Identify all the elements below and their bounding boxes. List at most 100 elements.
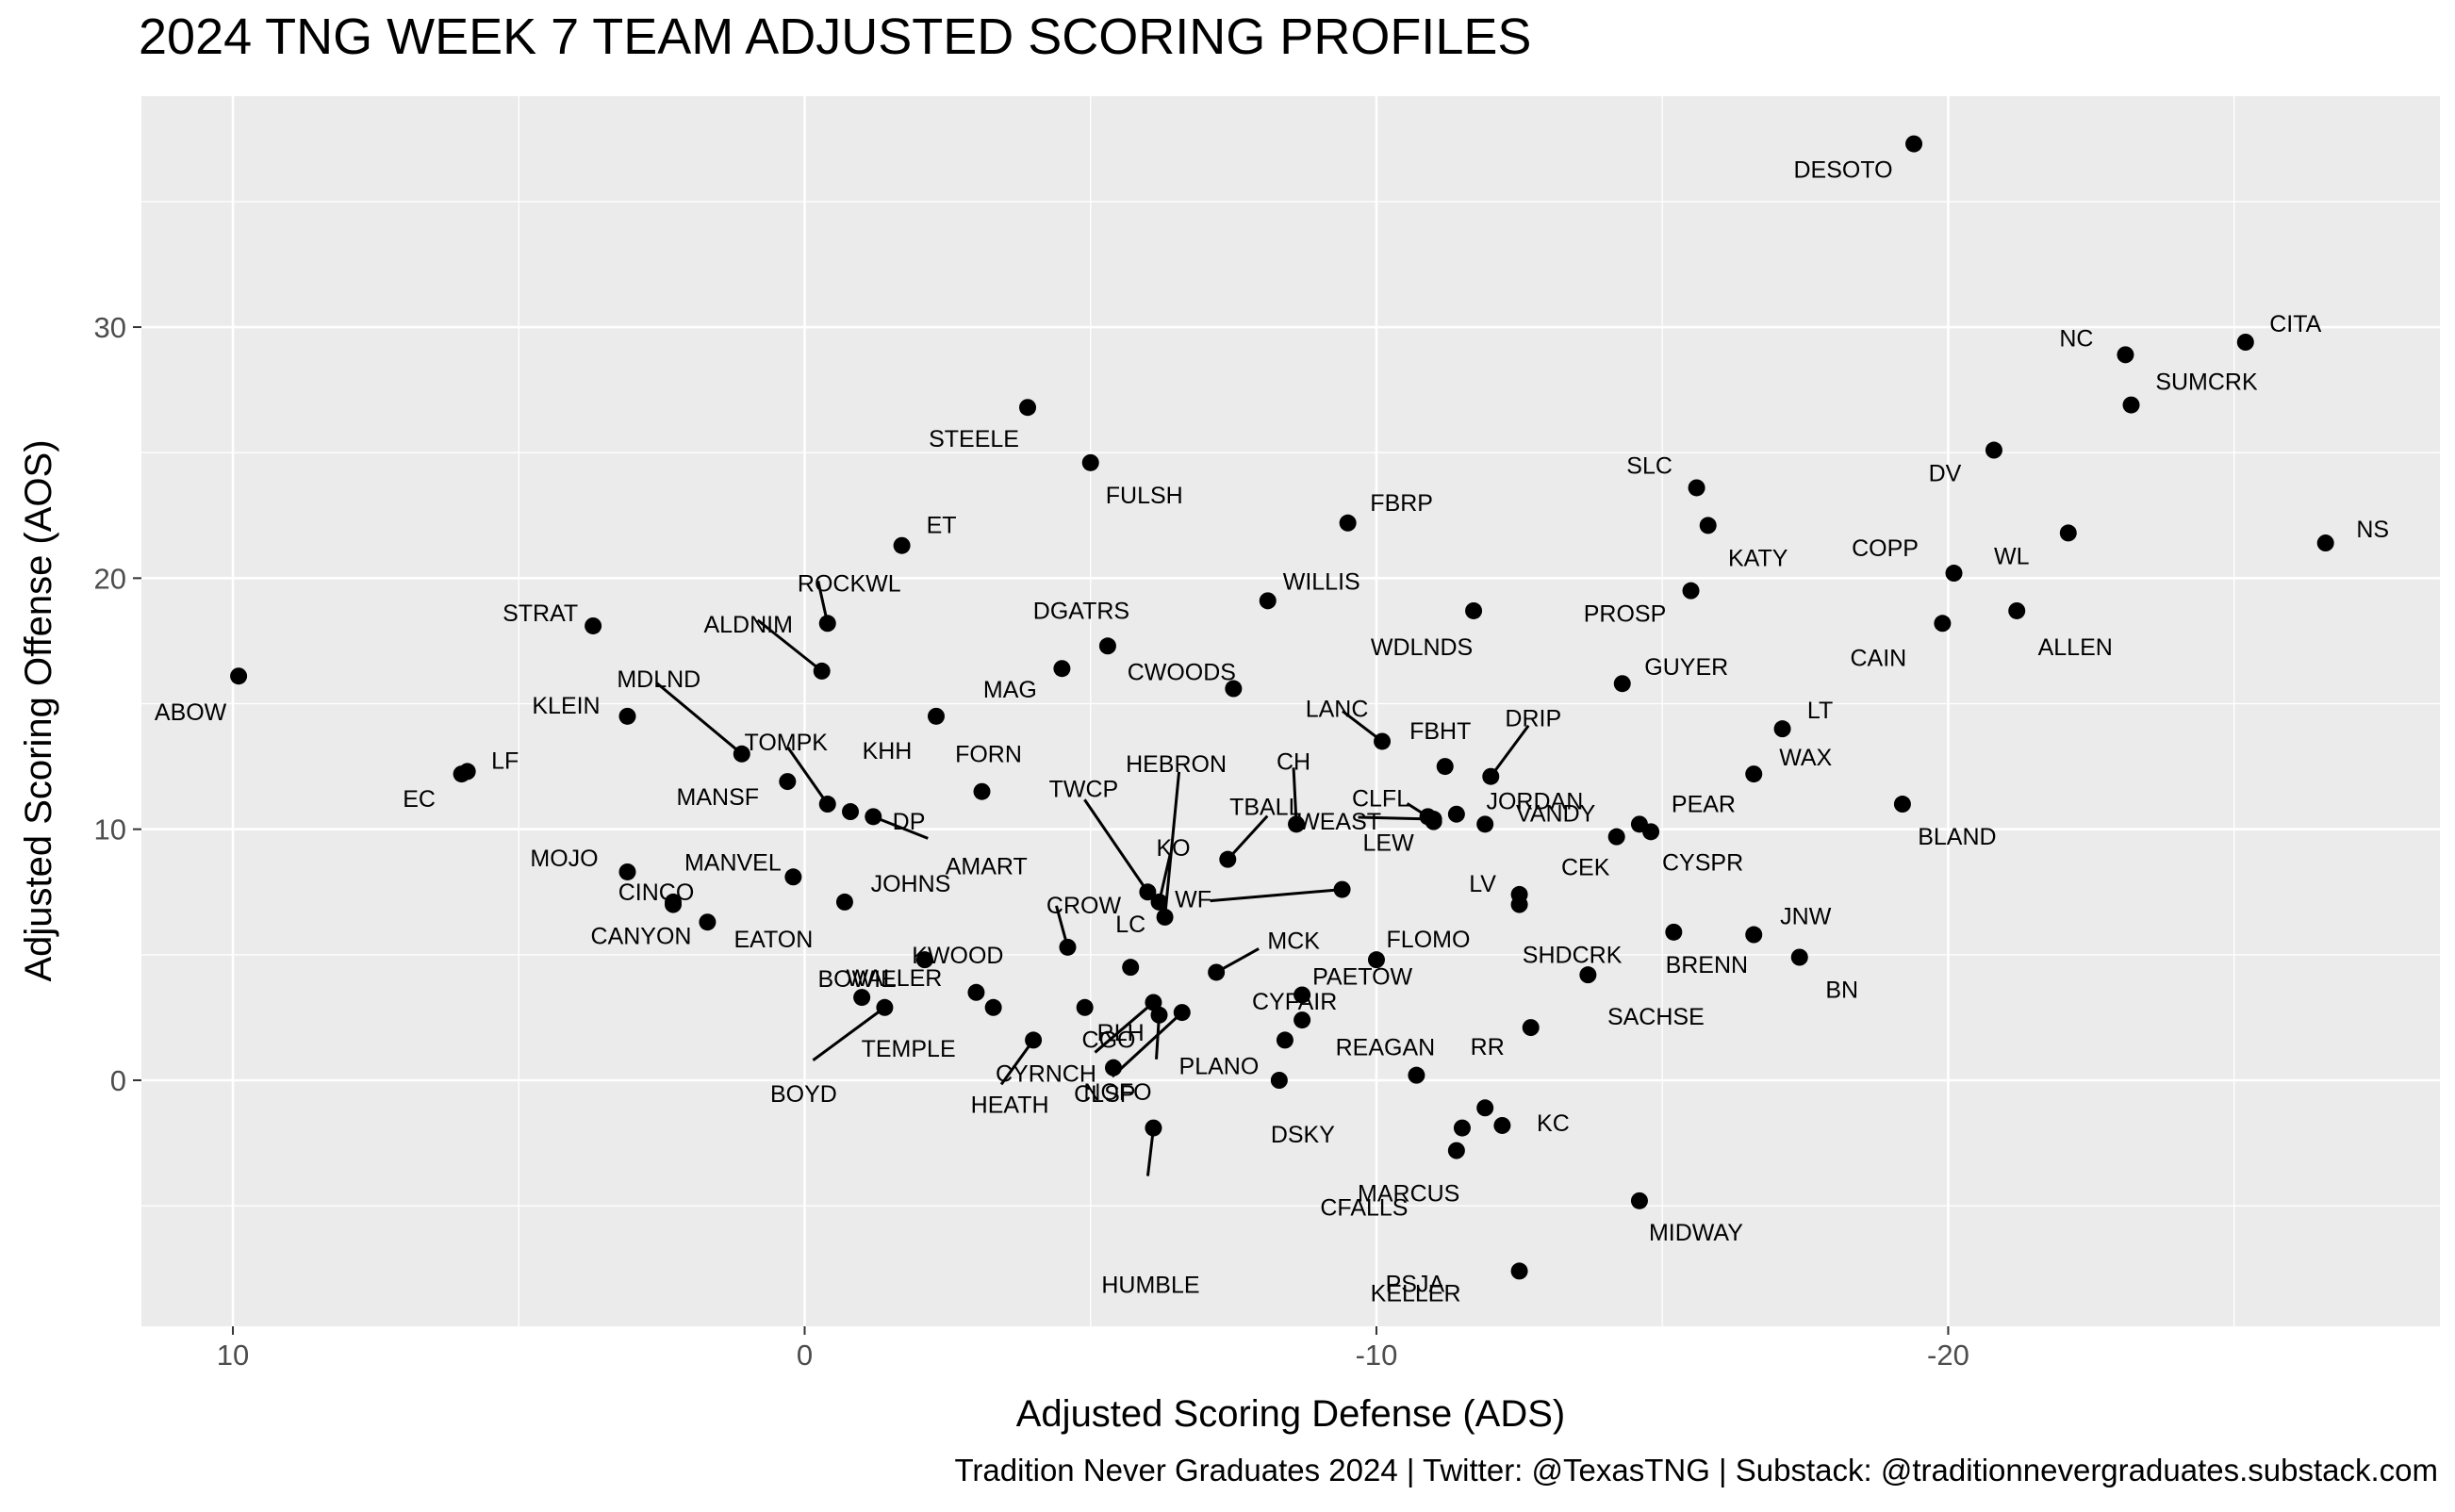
label-fbrp: FBRP bbox=[1370, 490, 1433, 517]
point-abow bbox=[230, 667, 248, 685]
label-canyon: CANYON bbox=[591, 924, 692, 950]
point-forn bbox=[973, 782, 991, 800]
label-lanc: LANC bbox=[1306, 696, 1369, 722]
point-plano bbox=[1276, 1031, 1293, 1049]
label-dsky: DSKY bbox=[1271, 1122, 1335, 1148]
chart-title: 2024 TNG WEEK 7 TEAM ADJUSTED SCORING PR… bbox=[139, 8, 1532, 65]
point-canyon bbox=[665, 896, 683, 913]
point-guyer bbox=[1613, 675, 1631, 693]
point-sachse bbox=[1579, 966, 1597, 984]
label-plano: PLANO bbox=[1179, 1053, 1260, 1079]
label-temple: TEMPLE bbox=[862, 1036, 956, 1062]
label-et: ET bbox=[927, 513, 957, 539]
point-labels: DESOTO CITA NC SUMCRK DV NS WL COPP ALLEN CAIN SLC… bbox=[155, 157, 2389, 1307]
x-axis-ticks: 10 0 -10 -20 bbox=[217, 1326, 1969, 1372]
label-midway: MIDWAY bbox=[1649, 1220, 1743, 1246]
plot-panel bbox=[141, 96, 2440, 1326]
point-dp bbox=[842, 803, 860, 821]
label-cyrnch: CYRNCH bbox=[996, 1060, 1096, 1087]
label-nofo: NOFO bbox=[1083, 1079, 1151, 1106]
label-abow: ABOW bbox=[155, 699, 227, 726]
point-copp bbox=[1945, 565, 1963, 583]
label-wl: WL bbox=[1994, 543, 2030, 569]
label-mansf: MANSF bbox=[677, 784, 760, 811]
point-aldnim bbox=[813, 662, 831, 680]
point-nc bbox=[2117, 346, 2134, 364]
label-clsp: CLSP bbox=[1074, 1081, 1135, 1108]
label-dgatrs: DGATRS bbox=[1033, 598, 1129, 624]
point-jnw bbox=[1745, 926, 1763, 944]
label-brenn: BRENN bbox=[1666, 952, 1749, 978]
leader-clsp bbox=[1111, 1011, 1183, 1078]
y-tick-label: 20 bbox=[94, 562, 126, 595]
point-lanc bbox=[1374, 732, 1392, 750]
point-rlh bbox=[1076, 998, 1094, 1016]
point-mdlnd bbox=[733, 745, 750, 763]
data-points bbox=[230, 135, 2334, 1280]
leader-aldnim bbox=[756, 618, 823, 673]
point-cek bbox=[1607, 828, 1625, 846]
label-clfl: CLFL bbox=[1352, 785, 1409, 812]
point-lt bbox=[1773, 720, 1791, 738]
label-wf: WF bbox=[1175, 887, 1211, 913]
point-kc bbox=[1493, 1116, 1511, 1134]
point-lc bbox=[1122, 959, 1140, 977]
label-rlh: RLH bbox=[1097, 1020, 1145, 1046]
label-nc: NC bbox=[2059, 325, 2093, 352]
point-flomo bbox=[1367, 951, 1385, 969]
point-brenn bbox=[1665, 923, 1683, 941]
label-ko: KO bbox=[1156, 835, 1190, 862]
label-marcus: MARCUS bbox=[1358, 1180, 1459, 1207]
label-willis: WILLIS bbox=[1283, 568, 1360, 595]
point-klein bbox=[618, 707, 636, 725]
point-cwoods bbox=[1225, 680, 1243, 698]
point-steele bbox=[1019, 399, 1037, 417]
x-axis-title: Adjusted Scoring Defense (ADS) bbox=[1016, 1393, 1566, 1435]
label-lv: LV bbox=[1469, 871, 1496, 897]
label-humble: HUMBLE bbox=[1101, 1273, 1199, 1299]
point-kwood bbox=[915, 951, 933, 969]
label-cyspr: CYSPR bbox=[1662, 849, 1743, 876]
point-psja bbox=[1447, 1142, 1465, 1159]
leader-hebron bbox=[1163, 771, 1181, 918]
point-cyfair bbox=[1293, 1011, 1311, 1029]
leader-heath bbox=[999, 1039, 1035, 1086]
label-shdcrk: SHDCRK bbox=[1523, 943, 1623, 969]
chart-caption: Tradition Never Graduates 2024 | Twitter… bbox=[954, 1453, 2438, 1487]
point-cgo bbox=[1104, 1059, 1122, 1076]
label-prosp: PROSP bbox=[1584, 601, 1667, 628]
label-amart: AMART bbox=[946, 853, 1028, 879]
point-shdcrk bbox=[1510, 896, 1528, 913]
y-tick-label: 0 bbox=[110, 1064, 126, 1097]
label-steele: STEELE bbox=[929, 426, 1019, 452]
leader-tball bbox=[1227, 814, 1269, 861]
label-dp: DP bbox=[893, 809, 926, 835]
point-wl bbox=[2059, 524, 2077, 542]
label-twcp: TWCP bbox=[1049, 776, 1119, 802]
label-bowie: BOWIE bbox=[817, 966, 896, 993]
point-clsp bbox=[1173, 1004, 1191, 1022]
label-crow: CROW bbox=[1046, 893, 1122, 919]
label-bn: BN bbox=[1825, 978, 1858, 1004]
point-nofo bbox=[1150, 1006, 1168, 1024]
point-boyd bbox=[876, 998, 894, 1016]
point-allen bbox=[2008, 601, 2026, 619]
point-et bbox=[893, 536, 911, 554]
leader-wf bbox=[1210, 888, 1343, 903]
label-vandy: VANDY bbox=[1516, 800, 1596, 827]
label-slc: SLC bbox=[1626, 452, 1672, 479]
label-cwoods: CWOODS bbox=[1128, 660, 1236, 686]
label-hebron: HEBRON bbox=[1126, 751, 1227, 778]
label-fulsh: FULSH bbox=[1106, 483, 1183, 509]
point-ns bbox=[2316, 534, 2334, 552]
point-eaton bbox=[699, 913, 717, 931]
point-humble bbox=[1145, 1119, 1162, 1137]
point-mojo bbox=[618, 863, 636, 880]
label-wax: WAX bbox=[1779, 745, 1832, 771]
point-heath bbox=[1025, 1031, 1043, 1049]
point-cyspr bbox=[1642, 823, 1660, 841]
x-tick-label: 0 bbox=[797, 1339, 813, 1372]
point-fbht bbox=[1436, 758, 1454, 776]
leader-twcp bbox=[1083, 798, 1149, 894]
